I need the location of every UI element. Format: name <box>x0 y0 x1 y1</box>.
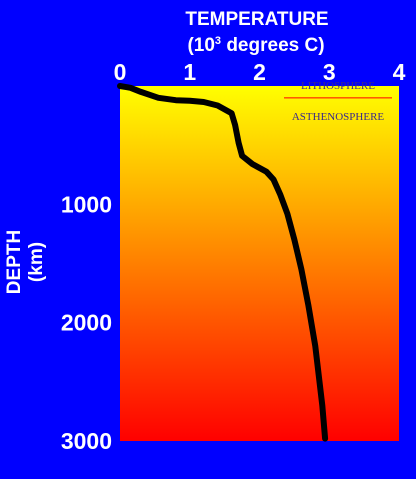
plot-area <box>120 86 399 441</box>
y-tick-label: 1000 <box>61 191 112 217</box>
x-tick-label: 1 <box>183 59 196 85</box>
chart-title: TEMPERATURE <box>185 9 328 30</box>
y-axis-unit-label: (km) <box>26 242 47 282</box>
asthenosphere-label: ASTHENOSPHERE <box>292 111 385 123</box>
x-tick-label: 3 <box>323 59 336 85</box>
y-axis-label-group: DEPTH (km) <box>4 230 47 294</box>
x-tick-label: 2 <box>253 59 266 85</box>
lithosphere-label: LITHOSPHERE <box>301 80 375 92</box>
chart-subtitle: (103 degrees C) <box>187 35 324 56</box>
y-axis-label: DEPTH <box>4 230 25 294</box>
x-axis-ticks: 0 1 2 3 4 <box>114 59 406 85</box>
y-tick-label: 2000 <box>61 310 112 336</box>
temperature-series <box>117 83 329 442</box>
x-tick-label: 0 <box>114 59 127 85</box>
x-tick-label: 4 <box>393 59 406 85</box>
y-axis-ticks: 1000 2000 3000 <box>61 191 112 454</box>
y-tick-label: 3000 <box>61 428 112 454</box>
temperature-profile-line-0 <box>117 83 329 442</box>
